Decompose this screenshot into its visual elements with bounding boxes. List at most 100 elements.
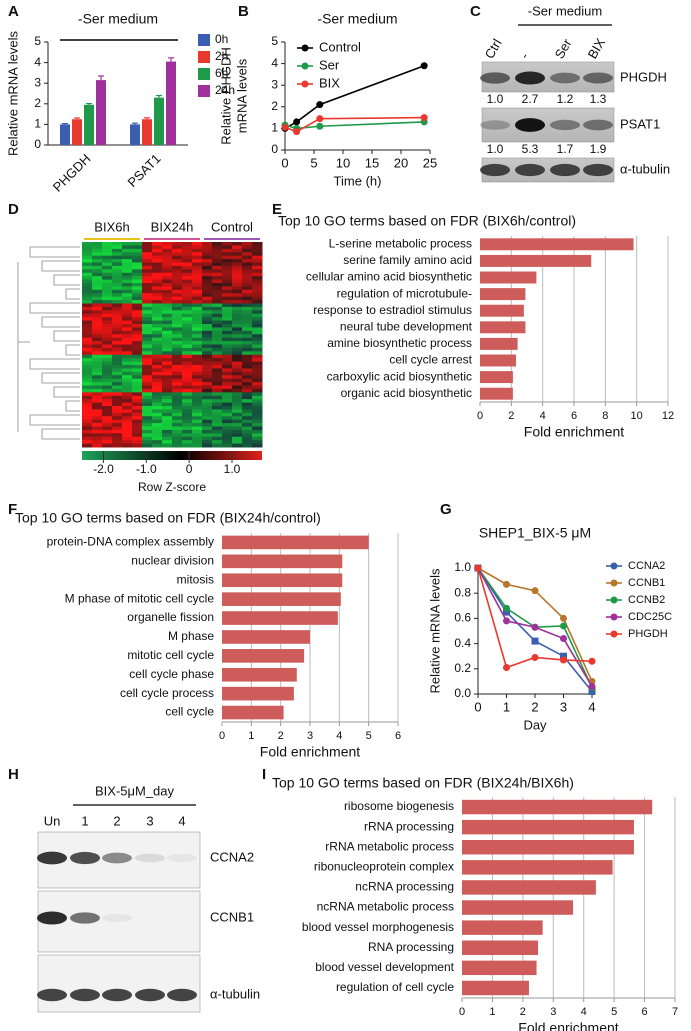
heatmap-cell xyxy=(152,409,163,414)
heatmap-cell xyxy=(142,344,153,349)
heatmap-cell xyxy=(102,293,113,298)
heatmap-cell xyxy=(182,330,193,335)
heatmap-cell xyxy=(92,259,103,263)
heatmap-cell xyxy=(152,334,163,339)
legend-swatch xyxy=(198,68,210,80)
blot-band xyxy=(37,988,67,1002)
bar xyxy=(84,104,94,145)
x-tick-label: 2 xyxy=(278,730,284,742)
heatmap-cell xyxy=(182,265,193,270)
heatmap-cell xyxy=(212,337,223,342)
heatmap-cell xyxy=(252,324,263,328)
heatmap-cell xyxy=(132,412,143,417)
heatmap-cell xyxy=(92,361,103,366)
legend-label: 0h xyxy=(215,32,228,46)
heatmap-cell xyxy=(242,269,253,274)
heatmap-cell xyxy=(182,320,193,325)
heatmap-cell xyxy=(252,248,263,253)
heatmap-cell xyxy=(252,395,263,400)
heatmap-cell xyxy=(122,392,133,397)
heatmap-cell xyxy=(192,300,203,304)
heatmap-cell xyxy=(192,433,203,438)
point xyxy=(588,682,596,690)
heatmap-cell xyxy=(192,426,203,431)
blot-band xyxy=(583,163,613,177)
heatmap-cell xyxy=(162,409,173,414)
y-axis-label: Relative mRNA levels xyxy=(427,568,442,693)
heatmap-cell xyxy=(92,440,103,445)
heatmap-cell xyxy=(82,341,93,345)
heatmap-cell xyxy=(162,388,173,393)
heatmap-cell xyxy=(202,245,213,250)
heatmap-cell xyxy=(202,324,213,328)
heatmap-cell xyxy=(152,306,163,311)
blot-band xyxy=(480,163,510,177)
heatmap-cell xyxy=(242,286,253,291)
heatmap-cell xyxy=(202,395,213,400)
heatmap-cell xyxy=(112,412,123,417)
heatmap-cell xyxy=(112,276,123,281)
heatmap-cell xyxy=(192,324,203,328)
heatmap-cell xyxy=(132,300,143,304)
y-tick-label: RNA processing xyxy=(368,940,454,954)
heatmap-cell xyxy=(172,265,183,270)
heatmap-cell xyxy=(252,361,263,366)
heatmap-cell xyxy=(172,402,183,407)
heatmap-cell xyxy=(82,296,93,301)
heatmap-cell xyxy=(182,283,193,287)
heatmap-cell xyxy=(182,272,193,277)
heatmap-cell xyxy=(142,276,153,281)
heatmap-cell xyxy=(222,313,233,318)
heatmap-cell xyxy=(192,296,203,301)
heatmap-cell xyxy=(232,242,243,246)
heatmap-cell xyxy=(232,327,243,332)
heatmap-cell xyxy=(202,265,213,270)
heatmap-cell xyxy=(182,296,193,301)
heatmap-cell xyxy=(132,354,143,359)
bar xyxy=(462,960,537,976)
heatmap-cell xyxy=(242,245,253,250)
heatmap-cell xyxy=(182,306,193,311)
heatmap-cell xyxy=(142,265,153,270)
blot-band xyxy=(135,853,165,863)
heatmap-cell xyxy=(112,265,123,270)
bar xyxy=(222,554,343,569)
heatmap-cell xyxy=(112,419,123,424)
heatmap-cell xyxy=(92,269,103,274)
heatmap-cell xyxy=(142,378,153,383)
heatmap-cell xyxy=(82,269,93,274)
heatmap-cell xyxy=(122,269,133,274)
heatmap-cell xyxy=(122,262,133,267)
heatmap-cell xyxy=(112,296,123,301)
heatmap-cell xyxy=(232,399,243,404)
heatmap-cell xyxy=(232,378,243,383)
legend-label: BIX xyxy=(319,75,340,90)
y-tick-label: blood vessel morphogenesis xyxy=(302,920,454,934)
heatmap-cell xyxy=(202,419,213,424)
heatmap-cell xyxy=(122,375,133,380)
heatmap-cell xyxy=(102,303,113,308)
heatmap-cell xyxy=(82,365,93,369)
heatmap-cell xyxy=(252,276,263,281)
lane-label: 1 xyxy=(81,813,88,828)
heatmap-cell xyxy=(152,395,163,400)
heatmap-cell xyxy=(172,426,183,431)
heatmap-cell xyxy=(142,399,153,404)
heatmap-cell xyxy=(132,416,143,421)
heatmap-cell xyxy=(232,320,243,325)
heatmap-cell xyxy=(92,344,103,349)
heatmap-cell xyxy=(132,402,143,407)
heatmap-cell xyxy=(172,368,183,373)
heatmap-cell xyxy=(232,385,243,390)
heatmap-cell xyxy=(232,371,243,376)
heatmap-cell xyxy=(132,324,143,328)
heatmap-cell xyxy=(92,443,103,448)
heatmap-cell xyxy=(242,399,253,404)
heatmap-cell xyxy=(182,259,193,263)
x-tick-label: 25 xyxy=(423,155,437,170)
heatmap-cell xyxy=(242,296,253,301)
point xyxy=(420,62,428,70)
heatmap-cell xyxy=(212,327,223,332)
point xyxy=(281,123,289,131)
blot-band xyxy=(480,72,510,84)
